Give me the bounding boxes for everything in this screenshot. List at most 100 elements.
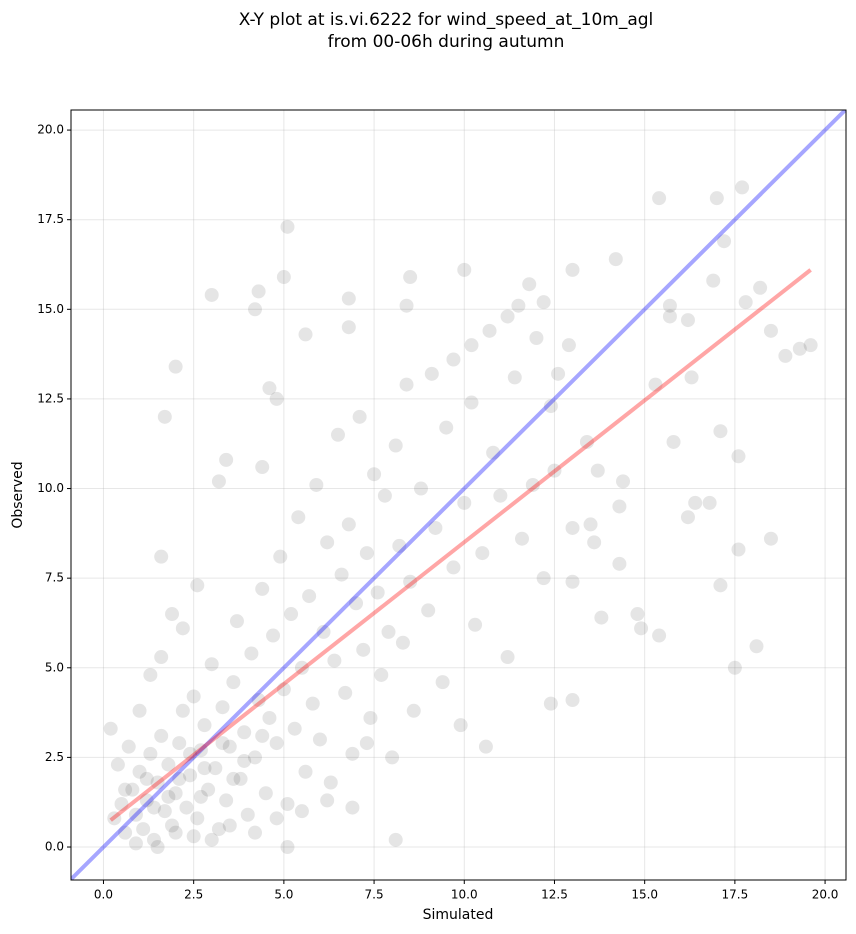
scatter-point [608, 252, 623, 267]
y-tick-label: 7.5 [45, 571, 64, 585]
scatter-point [291, 510, 306, 525]
scatter-point [749, 639, 764, 654]
scatter-point [226, 771, 241, 786]
scatter-point [352, 409, 367, 424]
scatter-point [529, 330, 544, 345]
scatter-point [114, 797, 129, 812]
scatter-point [334, 567, 349, 582]
scatter-point [428, 520, 443, 535]
fit-line [109, 268, 812, 822]
scatter-point [446, 560, 461, 575]
scatter-point [616, 474, 631, 489]
scatter-point [190, 811, 205, 826]
scatter-point [179, 800, 194, 815]
scatter-point [118, 782, 133, 797]
scatter-point [395, 635, 410, 650]
y-tick-label: 17.5 [37, 212, 64, 226]
x-tick-label: 0.0 [94, 888, 113, 902]
plot-area [71, 110, 846, 880]
scatter-point [475, 546, 490, 561]
scatter-point [435, 675, 450, 690]
scatter-point [543, 696, 558, 711]
scatter-point [154, 728, 169, 743]
scatter-point [688, 495, 703, 510]
chart-subtitle: from 00-06h during autumn [328, 32, 565, 52]
scatter-point [349, 596, 364, 611]
scatter-point [269, 736, 284, 751]
scatter-point [359, 546, 374, 561]
scatter-point [146, 800, 161, 815]
x-tick-label: 2.5 [184, 888, 203, 902]
scatter-point [222, 739, 237, 754]
scatter-point [403, 270, 418, 285]
scatter-point [341, 517, 356, 532]
scatter-point [551, 366, 566, 381]
scatter-point [630, 607, 645, 622]
scatter-point [193, 789, 208, 804]
scatter-point [186, 829, 201, 844]
scatter-point [161, 757, 176, 772]
scatter-point [139, 793, 154, 808]
scatter-point [702, 495, 717, 510]
scatter-point [662, 309, 677, 324]
x-tick-label: 5.0 [274, 888, 293, 902]
scatter-point [197, 761, 212, 776]
scatter-point [183, 768, 198, 783]
scatter-point [320, 793, 335, 808]
x-tick-label: 15.0 [631, 888, 658, 902]
scatter-point [330, 427, 345, 442]
ticks: 0.0 2.5 5.0 7.5 10.0 12.5 15.0 17.5 20.0 0.0 2.5 5.… [37, 123, 838, 902]
scatter-point [370, 585, 385, 600]
scatter-point [565, 520, 580, 535]
scatter-point [385, 750, 400, 765]
scatter-point [215, 736, 230, 751]
scatter-point [345, 746, 360, 761]
scatter-point [139, 771, 154, 786]
scatter-point [565, 262, 580, 277]
scatter-point [525, 477, 540, 492]
scatter-point [406, 703, 421, 718]
scatter-point [612, 499, 627, 514]
scatter-point [482, 323, 497, 338]
scatter-point [341, 291, 356, 306]
scatter-point [266, 628, 281, 643]
scatter-point [110, 757, 125, 772]
scatter-point [323, 775, 338, 790]
scatter-point [240, 807, 255, 822]
scatter-point [421, 603, 436, 618]
scatter-point [276, 682, 291, 697]
scatter-point [183, 746, 198, 761]
scatter-point [237, 725, 252, 740]
scatter-point [165, 607, 180, 622]
y-tick-label: 12.5 [37, 391, 64, 405]
scatter-point [154, 650, 169, 665]
scatter-point [204, 657, 219, 672]
scatter-point [356, 642, 371, 657]
scatter-point [273, 549, 288, 564]
scatter-point [128, 807, 143, 822]
scatter-point [150, 775, 165, 790]
scatter-point [312, 732, 327, 747]
scatter-point [684, 370, 699, 385]
scatter-point [302, 589, 317, 604]
scatter-point [345, 800, 360, 815]
scatter-point [735, 180, 750, 195]
scatter-point [515, 531, 530, 546]
plot-frame [70, 109, 847, 881]
scatter-point [168, 825, 183, 840]
scatter-point [648, 377, 663, 392]
scatter-point [157, 409, 172, 424]
scatter-point [204, 832, 219, 847]
scatter-point [778, 348, 793, 363]
scatter-point [457, 262, 472, 277]
scatter-point [172, 736, 187, 751]
scatter-point [652, 191, 667, 206]
scatter-point [154, 549, 169, 564]
scatter-point [424, 366, 439, 381]
scatter-point [244, 646, 259, 661]
scatter-point [276, 270, 291, 285]
scatter-point [305, 696, 320, 711]
scatter-point [399, 377, 414, 392]
scatter-point [204, 287, 219, 302]
scatter-point [121, 739, 136, 754]
